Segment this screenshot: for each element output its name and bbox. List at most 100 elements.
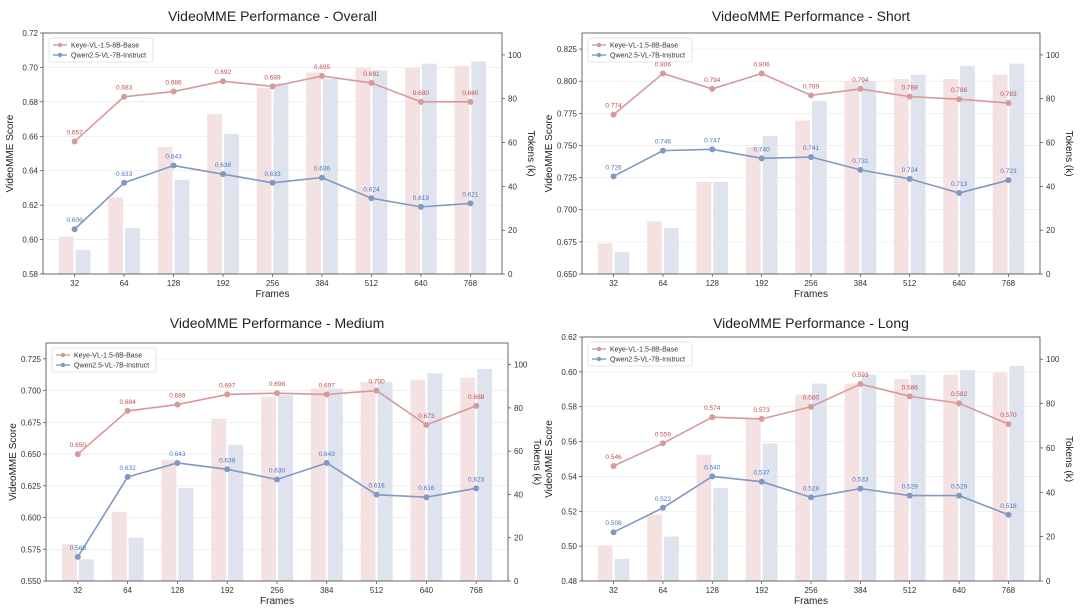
keye-data-label: 0.683 xyxy=(116,85,133,92)
y-tick-label: 0.575 xyxy=(21,545,42,554)
qwen-token-bar xyxy=(78,559,94,581)
x-tick-label: 640 xyxy=(952,279,966,288)
y2-tick-label: 100 xyxy=(1046,355,1060,364)
x-tick-label: 640 xyxy=(420,586,434,595)
legend-label: Keye-VL-1.5-8B-Base xyxy=(610,43,678,50)
legend-label: Keye-VL-1.5-8B-Base xyxy=(74,353,142,360)
keye-data-label: 0.697 xyxy=(219,382,236,389)
qwen-data-label: 0.528 xyxy=(803,485,820,492)
qwen-token-bar xyxy=(1009,63,1025,274)
y-tick-label: 0.550 xyxy=(21,577,42,586)
qwen-data-label: 0.638 xyxy=(219,457,236,464)
keye-score-point xyxy=(709,414,716,421)
keye-token-bar xyxy=(460,377,476,581)
qwen-token-bar xyxy=(960,370,975,581)
keye-data-label: 0.574 xyxy=(704,405,721,412)
keye-token-bar xyxy=(795,120,810,275)
y2-tick-label: 60 xyxy=(514,447,523,456)
keye-token-bar xyxy=(310,388,326,581)
qwen-score-point xyxy=(610,173,617,180)
keye-token-bar xyxy=(355,68,371,275)
chart-title: VideoMME Performance - Short xyxy=(712,8,910,24)
qwen-data-label: 0.540 xyxy=(704,464,721,471)
chart-panel-2: 0.650 0.675 0.700 0.725 0.750 0.775 0.800 0.825… xyxy=(544,8,1074,300)
qwen-score-point xyxy=(659,147,666,154)
qwen-token-bar xyxy=(421,63,437,274)
keye-data-label: 0.794 xyxy=(704,77,721,84)
legend-marker xyxy=(57,42,63,48)
keye-data-label: 0.774 xyxy=(605,103,622,110)
qwen-token-bar xyxy=(910,374,926,581)
qwen-token-bar xyxy=(762,443,778,581)
y2-axis-label: Tokens (k) xyxy=(1063,436,1074,482)
qwen-token-bar xyxy=(812,383,827,581)
qwen-score-point xyxy=(1005,511,1012,518)
x-tick-label: 192 xyxy=(755,279,769,288)
y-tick-label: 0.675 xyxy=(557,238,578,247)
keye-data-label: 0.789 xyxy=(803,83,820,90)
x-tick-label: 128 xyxy=(171,586,185,595)
qwen-token-bar xyxy=(273,83,289,275)
x-tick-label: 128 xyxy=(706,279,720,288)
x-tick-label: 128 xyxy=(706,586,720,595)
chart-title: VideoMME Performance - Overall xyxy=(168,8,377,24)
keye-data-label: 0.794 xyxy=(852,77,869,84)
qwen-token-bar xyxy=(663,536,679,581)
qwen-token-bar xyxy=(224,133,239,274)
y-tick-label: 0.58 xyxy=(22,270,38,279)
x-tick-label: 768 xyxy=(1002,279,1016,288)
x-tick-label: 384 xyxy=(854,586,868,595)
qwen-score-point xyxy=(473,485,480,492)
keye-score-point xyxy=(956,400,963,407)
keye-token-bar xyxy=(647,514,662,581)
keye-score-point xyxy=(906,393,913,400)
qwen-token-bar xyxy=(812,100,827,274)
y2-tick-label: 80 xyxy=(1046,95,1055,104)
x-tick-label: 192 xyxy=(755,586,769,595)
keye-score-point xyxy=(274,390,280,397)
x-tick-label: 512 xyxy=(370,586,384,595)
qwen-score-point xyxy=(74,553,81,560)
qwen-score-point xyxy=(906,175,913,182)
qwen-data-label: 0.731 xyxy=(852,158,869,165)
qwen-data-label: 0.643 xyxy=(169,451,186,458)
qwen-token-bar xyxy=(377,381,393,581)
keye-data-label: 0.593 xyxy=(852,372,869,379)
keye-score-point xyxy=(1005,100,1012,107)
x-tick-label: 64 xyxy=(658,279,667,288)
qwen-score-point xyxy=(808,494,814,501)
keye-data-label: 0.686 xyxy=(165,80,182,87)
y-axis-label: VideoMME Score xyxy=(544,114,555,192)
keye-score-point xyxy=(373,387,380,394)
legend-marker xyxy=(60,362,66,368)
y2-tick-label: 60 xyxy=(508,139,517,148)
keye-score-point xyxy=(659,440,666,447)
legend-marker xyxy=(596,42,602,48)
y2-tick-label: 40 xyxy=(508,182,517,191)
qwen-token-bar xyxy=(178,487,194,581)
qwen-score-point xyxy=(71,226,78,233)
qwen-token-bar xyxy=(322,79,338,274)
keye-score-point xyxy=(323,391,330,398)
keye-data-label: 0.783 xyxy=(1000,91,1017,98)
chart-title: VideoMME Performance - Long xyxy=(713,315,909,331)
x-tick-label: 384 xyxy=(854,279,868,288)
x-axis-label: Frames xyxy=(794,596,828,607)
x-tick-label: 192 xyxy=(216,279,230,288)
x-tick-label: 256 xyxy=(270,586,284,595)
qwen-score-point xyxy=(121,179,128,186)
qwen-score-point xyxy=(906,492,913,499)
qwen-data-label: 0.632 xyxy=(119,465,136,472)
qwen-score-point xyxy=(368,195,375,202)
keye-data-label: 0.559 xyxy=(655,431,672,438)
keye-data-label: 0.657 xyxy=(66,129,83,136)
keye-score-point xyxy=(368,79,375,86)
legend-marker xyxy=(57,52,63,58)
qwen-data-label: 0.616 xyxy=(418,485,435,492)
qwen-token-bar xyxy=(910,74,926,274)
qwen-data-label: 0.623 xyxy=(468,476,485,483)
keye-token-bar xyxy=(844,81,860,274)
qwen-token-bar xyxy=(228,444,244,581)
keye-score-point xyxy=(121,93,128,100)
